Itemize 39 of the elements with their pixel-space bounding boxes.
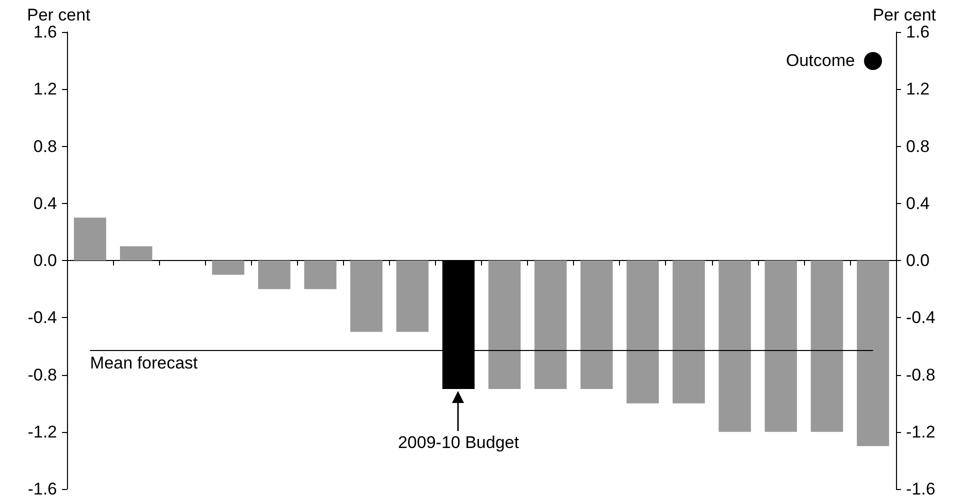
y2-tick-label: -1.6 bbox=[906, 480, 936, 498]
y-tick-label: 1.6 bbox=[33, 22, 57, 42]
bar bbox=[258, 260, 290, 290]
bar bbox=[626, 260, 659, 404]
annotation: Outcome bbox=[786, 50, 855, 71]
bar bbox=[810, 260, 844, 432]
bar bbox=[488, 260, 521, 390]
bar bbox=[396, 260, 429, 332]
bar bbox=[212, 260, 244, 275]
bar bbox=[350, 260, 382, 332]
bar bbox=[672, 260, 705, 404]
bar bbox=[120, 246, 152, 260]
y2-tick-label: 1.2 bbox=[906, 80, 930, 99]
bar bbox=[718, 260, 751, 432]
y2-tick-label: 0.4 bbox=[906, 194, 930, 213]
y-tick-label: 1.2 bbox=[33, 80, 57, 99]
y-axis-title: Per cent bbox=[27, 6, 91, 25]
bar bbox=[534, 260, 567, 390]
y-tick-label: 0.8 bbox=[33, 136, 57, 156]
y2-tick-label: 1.6 bbox=[906, 22, 930, 42]
y-tick-label: -1.2 bbox=[28, 422, 57, 442]
annotation: 2009-10 Budget bbox=[398, 433, 519, 454]
y-tick-label: -0.8 bbox=[28, 365, 57, 384]
y2-tick-label: -0.4 bbox=[906, 308, 936, 328]
y-tick-label: 0.4 bbox=[33, 194, 57, 213]
ref-line-label: Mean forecast bbox=[90, 353, 198, 372]
y-tick-label: -1.6 bbox=[28, 480, 57, 498]
y-tick-label: 0.0 bbox=[33, 251, 57, 270]
y2-tick-label: -0.8 bbox=[906, 365, 936, 384]
bar bbox=[580, 260, 613, 390]
y2-tick-label: 0.8 bbox=[906, 136, 930, 156]
y-tick-label: -0.4 bbox=[28, 308, 57, 328]
bar bbox=[856, 260, 890, 446]
y2-axis-title: Per cent bbox=[872, 6, 936, 25]
y2-tick-label: -1.2 bbox=[906, 422, 936, 442]
bar bbox=[74, 218, 106, 260]
y2-tick-label: 0.0 bbox=[906, 251, 930, 270]
bar bbox=[764, 260, 797, 432]
bar bbox=[304, 260, 336, 290]
